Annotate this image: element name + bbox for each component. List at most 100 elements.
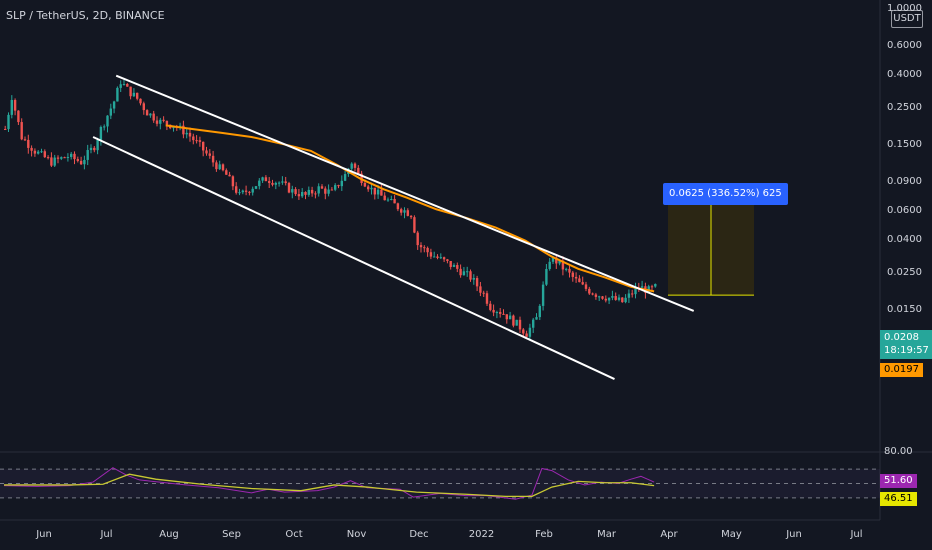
- candle-down: [245, 191, 247, 192]
- candle-up: [473, 278, 475, 280]
- candles: [4, 79, 657, 341]
- candle-down: [489, 304, 491, 310]
- candle-up: [334, 185, 336, 190]
- candle-up: [67, 157, 69, 158]
- candle-up: [516, 320, 518, 326]
- price-tick: 0.0400: [887, 234, 922, 245]
- candle-down: [202, 142, 204, 151]
- candle-down: [631, 293, 633, 294]
- candle-down: [215, 162, 217, 169]
- candle-down: [446, 259, 448, 261]
- candle-down: [232, 176, 234, 186]
- candle-up: [120, 84, 122, 88]
- price-tick: 0.4000: [887, 69, 922, 80]
- candle-up: [433, 256, 435, 257]
- candle-up: [252, 189, 254, 193]
- last-price-tag: 0.0208 18:19:57: [880, 330, 932, 359]
- candle-up: [641, 286, 643, 287]
- candle-down: [522, 329, 524, 333]
- candle-down: [73, 154, 75, 159]
- channel-upper-line[interactable]: [116, 76, 694, 311]
- candle-up: [377, 190, 379, 195]
- candle-down: [595, 294, 597, 296]
- candle-down: [397, 203, 399, 209]
- candle-up: [106, 116, 108, 127]
- candle-up: [261, 177, 263, 180]
- candle-up: [159, 120, 161, 124]
- price-tick: 0.6000: [887, 40, 922, 51]
- candle-down: [314, 193, 316, 194]
- candle-down: [156, 120, 158, 123]
- time-tick: Dec: [409, 529, 428, 540]
- price-tick: 0.0150: [887, 304, 922, 315]
- candle-up: [133, 93, 135, 96]
- candle-down: [506, 314, 508, 319]
- candle-up: [628, 293, 630, 297]
- candle-down: [621, 298, 623, 303]
- candle-up: [90, 148, 92, 150]
- candle-up: [96, 140, 98, 150]
- time-tick: Jul: [100, 529, 112, 540]
- candle-down: [195, 140, 197, 141]
- candle-up: [539, 306, 541, 317]
- price-tick: 0.1500: [887, 139, 922, 150]
- symbol-title: SLP / TetherUS, 2D, BINANCE: [6, 9, 165, 22]
- time-tick: Aug: [159, 529, 179, 540]
- candle-up: [387, 200, 389, 201]
- candle-down: [235, 186, 237, 193]
- candle-up: [70, 154, 72, 157]
- candle-down: [486, 293, 488, 304]
- candle-down: [199, 140, 201, 142]
- measure-label[interactable]: 0.0625 (336.52%) 625: [663, 183, 788, 205]
- candle-down: [311, 190, 313, 193]
- candle-up: [327, 190, 329, 194]
- candle-down: [222, 164, 224, 170]
- candle-down: [591, 294, 593, 295]
- candle-down: [436, 256, 438, 257]
- candle-up: [219, 164, 221, 169]
- time-tick: May: [721, 529, 742, 540]
- candle-up: [54, 158, 56, 166]
- candle-up: [403, 210, 405, 212]
- candle-down: [189, 133, 191, 137]
- candle-down: [324, 189, 326, 194]
- candle-up: [440, 257, 442, 258]
- time-tick: Apr: [660, 529, 677, 540]
- candle-down: [17, 111, 19, 122]
- candle-down: [572, 273, 574, 277]
- candle-down: [268, 181, 270, 183]
- candle-down: [407, 210, 409, 216]
- candle-down: [143, 103, 145, 110]
- candle-down: [605, 299, 607, 301]
- candle-down: [367, 187, 369, 190]
- candle-down: [430, 252, 432, 256]
- candle-down: [285, 181, 287, 183]
- candle-down: [209, 153, 211, 155]
- candle-up: [83, 160, 85, 164]
- candle-up: [496, 312, 498, 313]
- candle-down: [400, 209, 402, 212]
- candle-down: [47, 157, 49, 158]
- candle-up: [565, 269, 567, 270]
- candle-up: [100, 127, 102, 140]
- measure-tool[interactable]: [668, 190, 754, 295]
- candle-down: [24, 139, 26, 140]
- candle-up: [370, 188, 372, 190]
- last-price-value: 0.0208: [884, 331, 929, 344]
- candle-down: [146, 110, 148, 115]
- candle-up: [255, 186, 257, 189]
- time-tick: Jul: [850, 529, 862, 540]
- candle-up: [123, 84, 125, 85]
- candle-down: [601, 296, 603, 298]
- countdown-value: 18:19:57: [884, 344, 929, 357]
- candle-down: [582, 282, 584, 284]
- candle-up: [598, 296, 600, 297]
- candle-down: [63, 157, 65, 158]
- candle-down: [50, 157, 52, 165]
- candle-up: [7, 115, 9, 129]
- price-tick: 1.0000: [887, 3, 922, 14]
- candle-up: [611, 296, 613, 298]
- candle-down: [30, 148, 32, 151]
- candle-up: [453, 265, 455, 267]
